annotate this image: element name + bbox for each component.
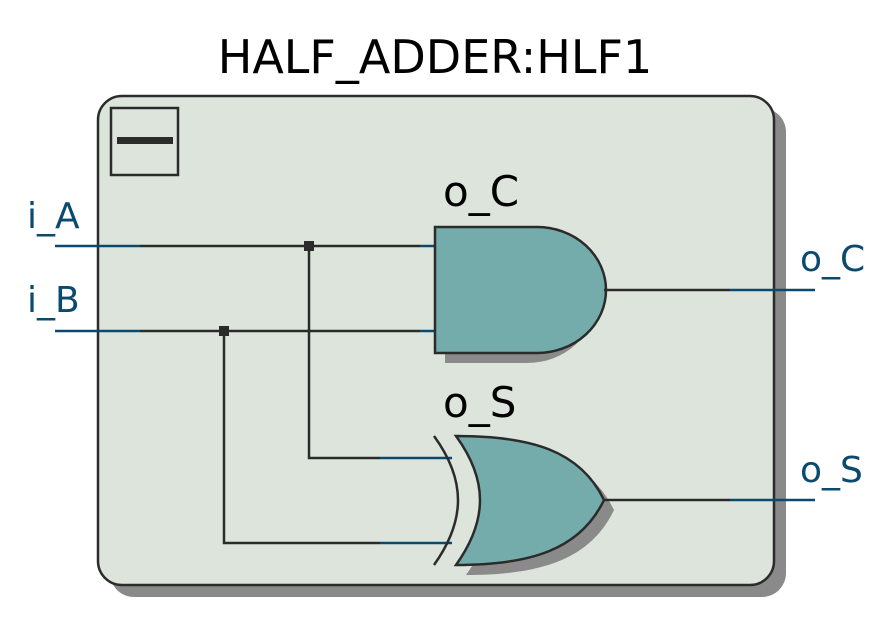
and-gate-body (433, 225, 608, 355)
xor-gate-back-curve (432, 435, 460, 566)
and-gate[interactable] (433, 225, 608, 363)
junction-dot-b (219, 326, 229, 336)
internal-wires (140, 241, 452, 545)
block-title: HALF_ADDER:HLF1 (218, 30, 653, 84)
and-gate-label: o_C (443, 167, 519, 216)
collapse-button[interactable] (109, 106, 180, 177)
wire-a-to-xor (307, 246, 380, 460)
xor-gate-body (453, 434, 606, 567)
output-port-o-s[interactable]: o_S (800, 450, 863, 491)
junction-dot-a (304, 241, 314, 251)
xor-gate[interactable] (432, 434, 614, 575)
input-port-i-a[interactable]: i_A (27, 196, 80, 237)
wire-b-to-xor (222, 331, 380, 545)
minus-icon (117, 137, 173, 144)
xor-gate-label: o_S (443, 378, 516, 427)
input-port-i-b[interactable]: i_B (27, 280, 80, 321)
output-port-o-c[interactable]: o_C (800, 239, 865, 280)
